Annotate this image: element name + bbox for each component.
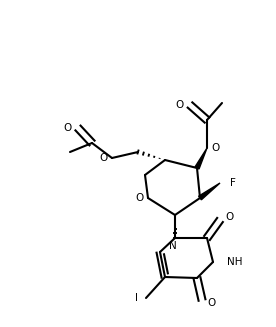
Polygon shape bbox=[195, 148, 207, 169]
Text: F: F bbox=[230, 178, 236, 188]
Text: O: O bbox=[211, 143, 219, 153]
Polygon shape bbox=[199, 183, 220, 200]
Text: O: O bbox=[99, 153, 107, 163]
Text: O: O bbox=[176, 100, 184, 110]
Text: O: O bbox=[226, 212, 234, 222]
Text: O: O bbox=[64, 123, 72, 133]
Text: N: N bbox=[169, 241, 177, 251]
Text: O: O bbox=[208, 298, 216, 308]
Text: O: O bbox=[135, 193, 143, 203]
Text: NH: NH bbox=[227, 257, 243, 267]
Text: I: I bbox=[134, 293, 137, 303]
